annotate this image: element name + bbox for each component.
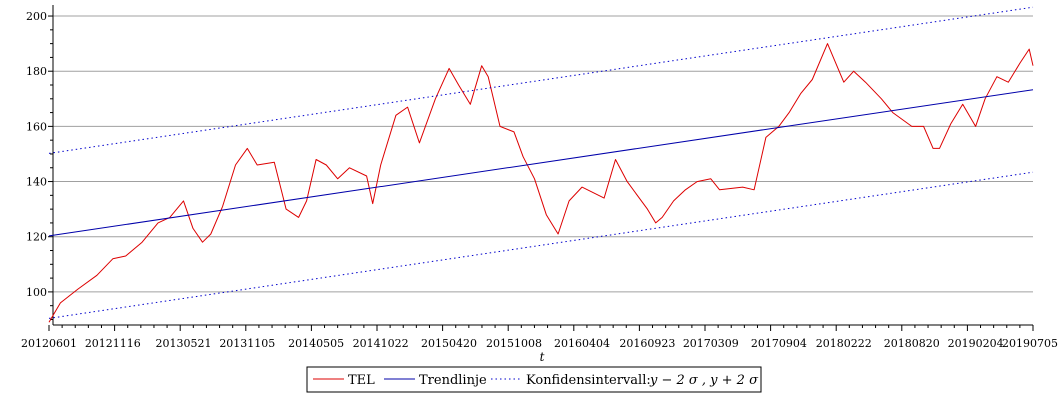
x-tick-label-20131105: 20131105: [219, 337, 275, 350]
upper-confidence-line: [48, 6, 1034, 154]
y-tick-label-140: 140: [26, 176, 47, 189]
lower-confidence-line: [48, 171, 1034, 319]
x-tick-label-20151008: 20151008: [486, 337, 542, 350]
x-tick-label-20190204: 20190204: [948, 337, 1004, 350]
x-tick-label-20160404: 20160404: [554, 337, 610, 350]
legend-math-confidence: y − 2 σ , y + 2 σ: [649, 373, 759, 388]
x-tick-label-20130521: 20130521: [155, 337, 211, 350]
x-tick-label-20120601: 20120601: [21, 337, 77, 350]
legend-label-tel: TEL: [348, 373, 375, 388]
x-axis-title: t: [540, 350, 545, 364]
x-tick-label-20180820: 20180820: [884, 337, 940, 350]
x-tick-label-20140505: 20140505: [288, 337, 344, 350]
x-tick-label-20141022: 20141022: [353, 337, 409, 350]
y-tick-label-160: 160: [26, 120, 47, 133]
x-tick-label-20121116: 20121116: [85, 337, 141, 350]
x-tick-label-20150420: 20150420: [421, 337, 477, 350]
y-tick-label-200: 200: [26, 10, 47, 23]
y-tick-label-180: 180: [26, 65, 47, 78]
legend: TEL Trendlinje Konfidensintervall: y − 2…: [306, 366, 762, 393]
x-tick-label-20160923: 20160923: [619, 337, 675, 350]
series-trendlinje-line: [48, 89, 1034, 237]
x-tick-label-20180222: 20180222: [816, 337, 872, 350]
x-tick-label-20190705: 20190705: [1002, 337, 1058, 350]
y-tick-label-120: 120: [26, 231, 47, 244]
legend-label-confidence: Konfidensintervall:: [526, 373, 651, 388]
x-tick-label-20170309: 20170309: [683, 337, 739, 350]
legend-label-trend: Trendlinje: [419, 373, 487, 388]
series-tel-line: [48, 43, 1034, 323]
x-tick-label-20170904: 20170904: [751, 337, 807, 350]
y-tick-label-100: 100: [26, 286, 47, 299]
